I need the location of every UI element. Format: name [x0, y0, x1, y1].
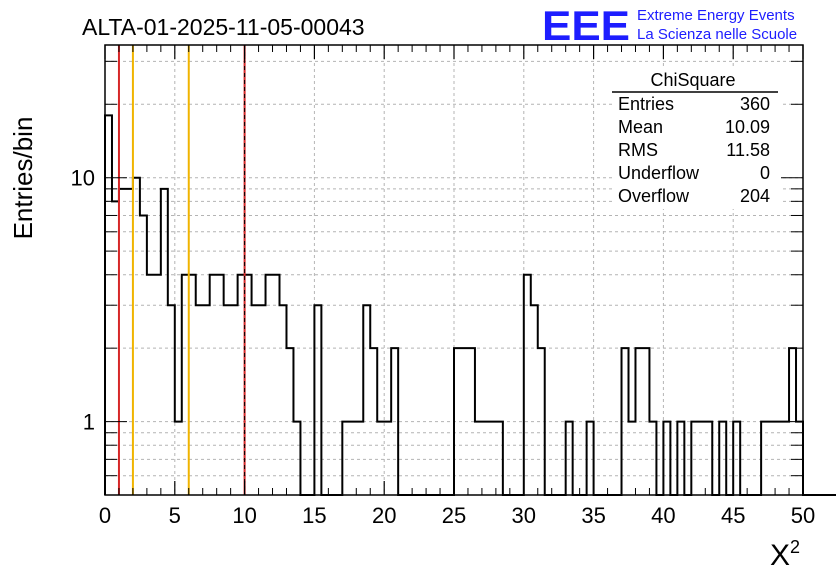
- stats-title: ChiSquare: [650, 70, 735, 90]
- axis-ticks: [104, 45, 804, 495]
- stats-label: Mean: [618, 117, 663, 137]
- stats-value: 204: [740, 186, 770, 206]
- stats-label: Overflow: [618, 186, 690, 206]
- x-tick-label: 5: [169, 503, 181, 528]
- y-tick-labels: 1 10: [71, 166, 95, 435]
- stats-rows: Entries 360 Mean 10.09 RMS 11.58 Underflow 0 Ove…: [618, 94, 770, 206]
- histogram-outline: [104, 114, 836, 496]
- marker-lines: [117, 45, 246, 495]
- stats-label: Entries: [618, 94, 674, 114]
- x-tick-label: 20: [372, 503, 396, 528]
- x-tick-label: 25: [442, 503, 466, 528]
- chart-title: ALTA-01-2025-11-05-00043: [82, 14, 365, 40]
- y-tick-label: 1: [83, 410, 95, 435]
- x-tick-label: 30: [512, 503, 536, 528]
- y-axis-label: Entries/bin: [8, 117, 38, 240]
- logo-line-1: Extreme Energy Events: [637, 7, 795, 24]
- x-tick-label: 50: [791, 503, 815, 528]
- x-axis-label-sup: 2: [790, 537, 800, 557]
- stats-label: Underflow: [618, 163, 700, 183]
- x-tick-label: 0: [99, 503, 111, 528]
- stats-value: 11.58: [726, 140, 770, 160]
- stats-box-background: [612, 66, 780, 209]
- x-tick-label: 35: [581, 503, 605, 528]
- histogram-line: [104, 114, 836, 496]
- eee-logo: EEE Extreme Energy Events La Scienza nel…: [542, 2, 797, 49]
- logo-mark: EEE: [542, 2, 630, 49]
- x-axis-label-main: X: [770, 539, 790, 572]
- y-tick-label: 10: [71, 166, 95, 191]
- stats-label: RMS: [618, 140, 658, 160]
- x-tick-label: 40: [651, 503, 675, 528]
- stats-box: ChiSquare Entries 360 Mean 10.09 RMS 11.58 Und…: [612, 66, 780, 209]
- x-tick-label: 15: [302, 503, 326, 528]
- x-axis-label: X2: [770, 537, 800, 572]
- x-tick-label: 45: [721, 503, 745, 528]
- x-tick-label: 10: [232, 503, 256, 528]
- stats-value: 0: [760, 163, 770, 183]
- logo-line-2: La Scienza nelle Scuole: [637, 26, 797, 43]
- stats-value: 10.09: [725, 117, 770, 137]
- stats-value: 360: [740, 94, 770, 114]
- x-tick-labels: 0 5 10 15 20 25 30 35 40 45 50: [99, 503, 815, 528]
